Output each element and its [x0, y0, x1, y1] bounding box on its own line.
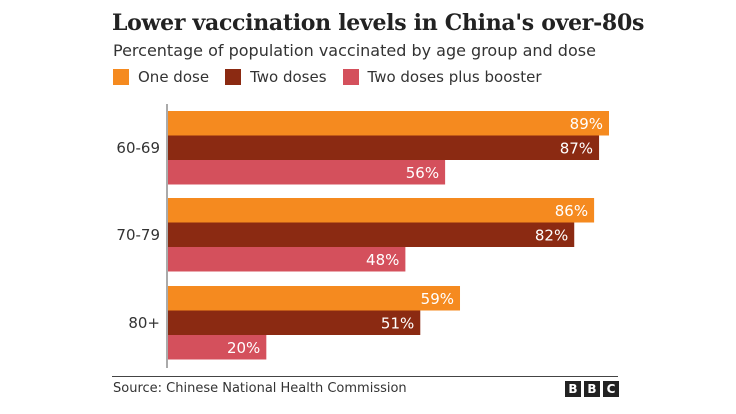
bbc-logo-letter: B [584, 381, 600, 397]
category-label: 80+ [128, 314, 160, 332]
legend-item-booster: Two doses plus booster [342, 68, 542, 86]
data-label: 59% [421, 290, 454, 308]
bar-two-doses [168, 222, 575, 247]
bbc-logo-letter: C [603, 381, 619, 397]
bbc-logo-letter: B [565, 381, 581, 397]
bar-one-dose [168, 286, 461, 311]
data-label: 82% [535, 226, 568, 244]
legend-swatch-one-dose [113, 69, 129, 85]
bar-booster [168, 247, 406, 272]
chart-legend: One dose Two doses Two doses plus booste… [113, 66, 557, 88]
data-label: 87% [560, 139, 593, 157]
bar-two-doses [168, 135, 600, 160]
legend-label-one-dose: One dose [138, 68, 210, 86]
data-label: 56% [406, 164, 439, 182]
bar-one-dose [168, 111, 609, 136]
chart-title: Lower vaccination levels in China's over… [112, 10, 645, 36]
legend-item-one-dose: One dose [113, 68, 209, 86]
data-label: 86% [555, 202, 588, 220]
source-note: Source: Chinese National Health Commissi… [113, 381, 407, 396]
legend-swatch-two-doses [225, 69, 242, 85]
data-label: 20% [227, 339, 260, 357]
data-label: 51% [381, 314, 414, 332]
bar-one-dose [168, 198, 595, 223]
chart-subtitle: Percentage of population vaccinated by a… [113, 41, 596, 60]
bbc-logo: B B C [562, 381, 619, 397]
legend-swatch-booster [342, 69, 359, 85]
legend-label-two-doses: Two doses [250, 68, 327, 86]
data-label: 48% [366, 251, 399, 269]
bar-two-doses [168, 310, 421, 335]
bar-booster [168, 160, 446, 185]
footer-divider [112, 376, 618, 377]
category-label: 60-69 [116, 139, 160, 157]
bar-booster [168, 335, 267, 360]
category-label: 70-79 [116, 226, 160, 244]
data-label: 89% [570, 115, 603, 133]
legend-label-booster: Two doses plus booster [367, 68, 542, 86]
legend-item-two-doses: Two doses [225, 68, 327, 86]
